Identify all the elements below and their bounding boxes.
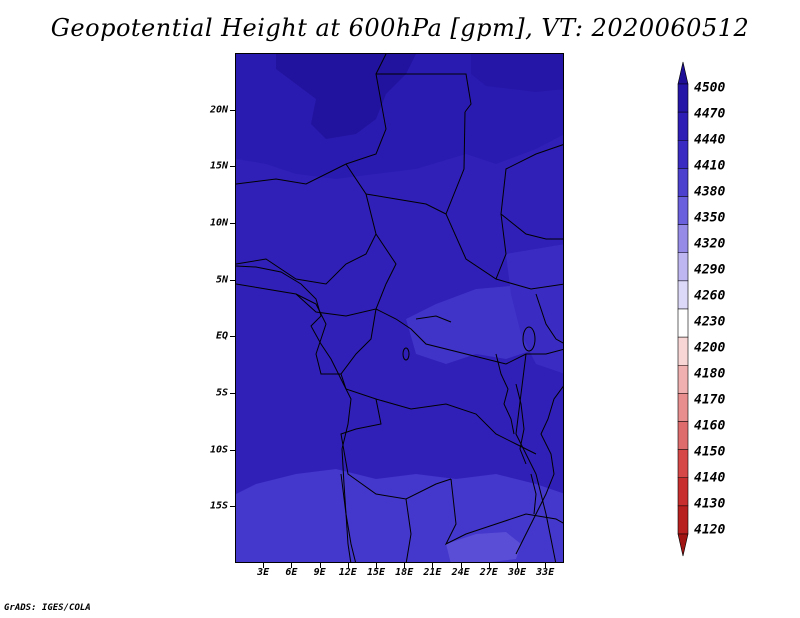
colorbar-tick-label: 4130 — [694, 496, 726, 512]
lon-tick-mark — [460, 563, 462, 568]
lon-tick-label: 24E — [451, 567, 470, 578]
lon-tick-mark — [404, 563, 406, 568]
lat-tick-label: EQ — [215, 330, 228, 342]
colorbar-tick-label: 4410 — [694, 158, 726, 174]
country-borders — [236, 54, 563, 562]
colorbar-segment — [677, 111, 689, 141]
lon-tick-mark — [376, 563, 377, 568]
colorbar-tick-label: 4180 — [694, 366, 726, 382]
colorbar-tick-label: 4350 — [694, 210, 726, 226]
lat-tick-label: 5N — [215, 274, 228, 286]
geopotential-field-map — [236, 54, 563, 562]
lon-tick-mark — [319, 563, 321, 568]
colorbar-tick-label: 4230 — [694, 314, 726, 330]
lat-tick-mark — [230, 336, 235, 338]
lat-tick-mark — [230, 166, 235, 168]
colorbar-segment — [677, 252, 689, 282]
colorbar-segment — [677, 336, 689, 366]
colorbar-segment — [677, 139, 689, 169]
colorbar-segment — [677, 477, 689, 507]
colorbar-tick-label: 4140 — [694, 470, 726, 486]
lon-tick-label: 12E — [338, 567, 357, 578]
lat-tick-mark — [230, 109, 235, 111]
colorbar-tick-label: 4290 — [694, 262, 726, 278]
colorbar-segment — [677, 533, 689, 557]
lon-tick-label: 6E — [285, 567, 298, 578]
map-panel — [235, 53, 564, 563]
lat-tick-label: 20N — [209, 104, 228, 116]
lakes — [402, 326, 537, 515]
colorbar-tick-label: 4470 — [694, 106, 726, 122]
colorbar-segment — [677, 505, 689, 535]
lat-tick-label: 10S — [209, 444, 228, 456]
colorbar-tick-label: 4170 — [694, 392, 726, 408]
lat-tick-mark — [230, 279, 235, 281]
colorbar-tick-label: 4150 — [694, 444, 726, 460]
lat-tick-label: 5S — [215, 387, 228, 399]
field-region-high-ne — [471, 54, 563, 92]
colorbar-segment — [677, 393, 689, 422]
colorbar-tick-label: 4320 — [694, 236, 726, 252]
colorbar-tick-label: 4500 — [694, 80, 726, 96]
lon-tick-label: 27E — [479, 567, 498, 578]
colorbar-tick-label: 4120 — [694, 522, 726, 538]
colorbar-segment — [677, 83, 689, 113]
lon-tick-mark — [263, 563, 265, 568]
lon-tick-label: 15E — [366, 567, 386, 578]
colorbar-segment — [677, 308, 689, 338]
colorbar-segment — [677, 61, 689, 85]
coastline — [236, 265, 563, 562]
lon-tick-label: 9E — [313, 567, 326, 578]
lat-tick-mark — [230, 393, 235, 394]
lon-tick-mark — [517, 563, 518, 568]
colorbar-segment — [677, 196, 689, 225]
lat-tick-label: 15N — [209, 160, 228, 172]
field-region-east — [506, 244, 563, 374]
colorbar-segment — [677, 421, 689, 450]
lat-tick-mark — [230, 449, 235, 451]
grads-credit: GrADS: IGES/COLA — [4, 603, 91, 613]
colorbar-segment — [677, 449, 689, 479]
colorbar-segment — [677, 168, 689, 197]
colorbar-segment — [677, 364, 689, 394]
lat-tick-mark — [230, 223, 235, 224]
colorbar-segment — [677, 224, 689, 254]
lon-tick-label: 3E — [257, 567, 270, 578]
colorbar-tick-label: 4440 — [694, 132, 726, 148]
lat-tick-mark — [230, 506, 235, 508]
lon-tick-label: 30E — [507, 567, 527, 578]
lon-tick-mark — [488, 563, 490, 568]
chart-title: Geopotential Height at 600hPa [gpm], VT:… — [50, 14, 750, 42]
lon-tick-mark — [432, 563, 434, 568]
field-region-lowest-south — [446, 532, 521, 562]
colorbar-segment — [677, 280, 689, 310]
lon-tick-label: 33E — [536, 567, 555, 578]
field-region-low-center — [406, 286, 546, 364]
lon-tick-label: 21E — [423, 567, 442, 578]
lon-tick-mark — [545, 563, 547, 568]
lat-tick-label: 15S — [209, 500, 228, 512]
colorbar-tick-label: 4260 — [694, 288, 726, 304]
field-region-highest-nw — [276, 54, 416, 139]
lat-tick-label: 10N — [209, 217, 228, 229]
colorbar-tick-label: 4160 — [694, 418, 726, 434]
colorbar-tick-label: 4380 — [694, 184, 726, 200]
colorbar-tick-label: 4200 — [694, 340, 726, 356]
lon-tick-mark — [347, 563, 349, 568]
lon-tick-mark — [291, 563, 293, 568]
lon-tick-label: 18E — [395, 567, 414, 578]
